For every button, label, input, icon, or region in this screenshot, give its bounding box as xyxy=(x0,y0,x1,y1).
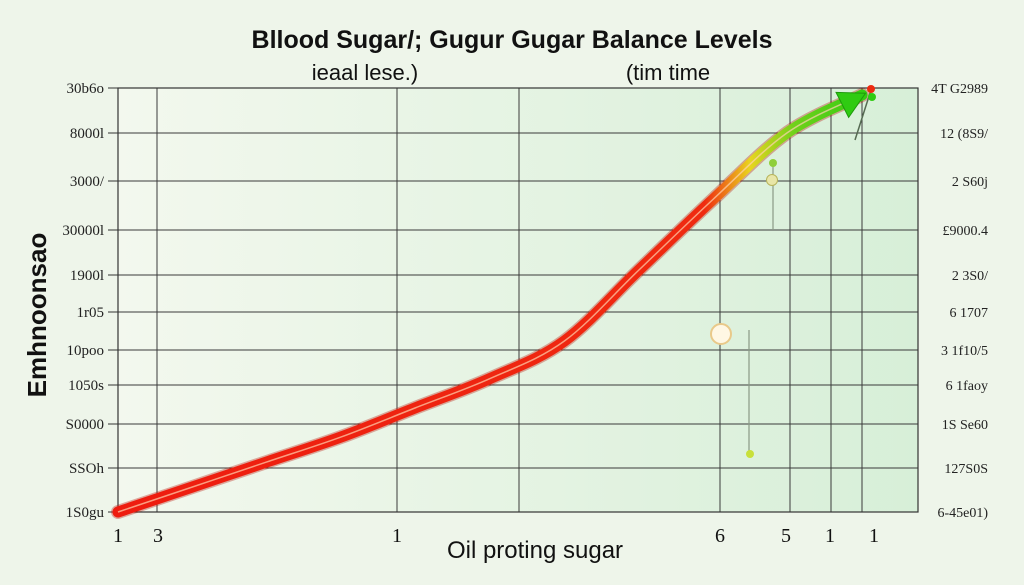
plot-background xyxy=(118,88,918,512)
chart-subtitle-right: (tim time xyxy=(626,60,710,85)
decorations xyxy=(710,85,876,458)
y-tick-right-4: 2 3S0/ xyxy=(952,269,988,284)
x-axis-ticks: 1 3 1 6 5 1 1 xyxy=(113,525,879,547)
y-tick-left-8: S0000 xyxy=(66,417,104,433)
y-tick-right-9: 127S0S xyxy=(944,462,988,477)
y-tick-left-9: SSOh xyxy=(69,461,105,477)
chart-subtitle-left: ieaal lese.) xyxy=(312,60,418,85)
y-tick-right-6: 3 1f10/5 xyxy=(941,344,988,359)
peak-dot-green xyxy=(868,93,876,101)
x-tick-3: 6 xyxy=(715,525,725,547)
x-tick-5: 1 xyxy=(825,525,835,547)
series-arrowhead xyxy=(835,91,867,119)
y-tick-right-5: 6 1707 xyxy=(950,306,989,321)
marker-dot-1 xyxy=(769,159,777,167)
chart-title: Bllood Sugar/; Gugur Gugar Balance Level… xyxy=(252,26,773,54)
x-tick-2: 1 xyxy=(392,525,402,547)
x-axis-label: Oil proting sugar xyxy=(447,537,623,564)
x-tick-0: 1 xyxy=(113,525,123,547)
marker-dot-3 xyxy=(746,450,754,458)
y-axis-left-ticks: 30b6o 8000l 3000/30000l 1900l 1r05 10poo 1050s… xyxy=(62,81,118,521)
peak-dot-red xyxy=(867,85,875,93)
x-tick-6: 1 xyxy=(869,525,879,547)
y-tick-left-0: 30b6o xyxy=(67,81,105,97)
y-tick-left-3: 30000l xyxy=(62,223,104,239)
y-tick-left-5: 1r05 xyxy=(77,305,105,321)
y-tick-left-7: 1050s xyxy=(68,378,104,394)
y-tick-right-7: 6 1faoy xyxy=(946,379,988,394)
y-tick-right-10: 6-45e01) xyxy=(937,506,988,521)
y-tick-right-3: £9000.4 xyxy=(943,224,989,239)
plot-frame xyxy=(117,87,919,513)
y-axis-label: Emhnoonsao xyxy=(22,233,52,398)
y-tick-left-6: 10poo xyxy=(67,343,105,359)
y-tick-left-10: 1S0gu xyxy=(66,505,105,521)
y-tick-right-0: 4T G2989 xyxy=(931,82,988,97)
x-tick-4: 5 xyxy=(781,525,791,547)
y-axis-right-ticks: 4T G2989 12 (8S9/2 S60j £9000.4 2 3S0/6 170… xyxy=(931,82,988,521)
y-tick-right-8: 1S Se60 xyxy=(942,418,988,433)
y-tick-left-2: 3000/ xyxy=(70,174,105,190)
y-tick-left-4: 1900l xyxy=(70,268,104,284)
y-tick-left-1: 8000l xyxy=(70,126,104,142)
x-tick-1: 3 xyxy=(153,525,163,547)
y-tick-right-2: 2 S60j xyxy=(952,175,988,190)
highlight-point xyxy=(710,323,732,345)
series-line-highlight xyxy=(117,94,863,513)
series-layer xyxy=(111,88,869,519)
marker-dot-2 xyxy=(766,174,778,186)
y-tick-right-1: 12 (8S9/ xyxy=(940,127,988,142)
